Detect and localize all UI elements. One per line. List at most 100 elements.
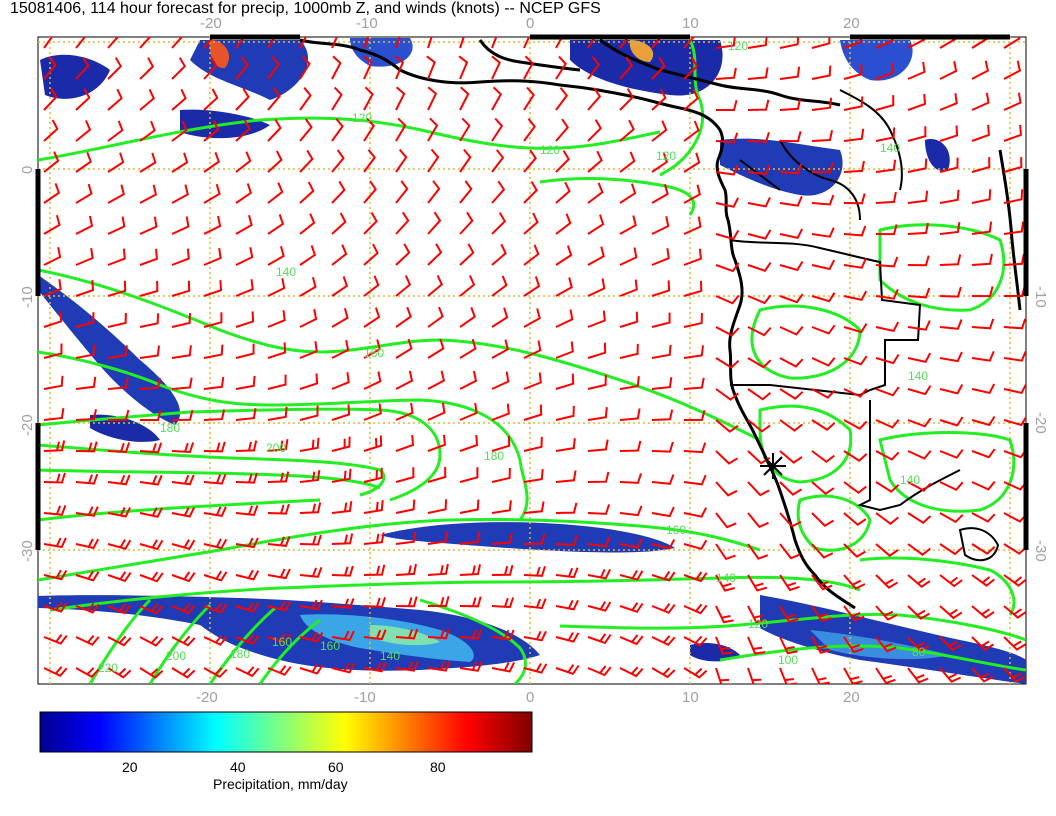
wind-barb — [587, 182, 604, 204]
wind-barb — [843, 290, 868, 302]
wind-barb — [427, 660, 451, 672]
wind-barb — [43, 311, 63, 328]
wind-barb — [875, 62, 895, 80]
wind-barb — [811, 130, 833, 142]
wind-barb — [875, 419, 900, 429]
wind-barb — [779, 574, 800, 592]
wind-barb — [395, 243, 411, 266]
wind-barb — [299, 663, 324, 675]
wind-barb — [811, 37, 831, 49]
wind-barb — [203, 570, 228, 582]
wind-barb — [107, 312, 127, 328]
wind-barb — [619, 88, 634, 111]
wind-barb — [267, 471, 290, 483]
wind-barb — [1003, 667, 1026, 683]
wind-barb — [203, 151, 221, 173]
wind-barb — [587, 633, 612, 645]
wind-barb — [363, 117, 375, 142]
contour-label: 120 — [748, 617, 768, 631]
precip-area — [570, 40, 723, 96]
contour-label: 140 — [880, 141, 900, 155]
wind-barb — [459, 564, 481, 576]
wind-barb — [843, 225, 867, 237]
wind-barb — [619, 666, 644, 678]
lat-label: -10 — [19, 286, 36, 308]
wind-barb — [779, 512, 802, 528]
wind-barb — [587, 278, 606, 297]
wind-barb — [267, 536, 291, 547]
wind-barb — [203, 635, 228, 646]
wind-barb — [779, 481, 803, 496]
wind-barb — [363, 500, 384, 514]
wind-barb — [555, 118, 569, 142]
lon-label: 20 — [843, 15, 860, 32]
wind-barb — [683, 120, 700, 142]
wind-barb — [235, 279, 254, 297]
wind-barb — [363, 275, 380, 297]
wind-barb — [299, 469, 321, 483]
wind-barb — [491, 532, 513, 545]
wind-barb — [459, 435, 479, 452]
wind-barb — [651, 88, 667, 111]
wind-barb — [779, 98, 801, 111]
wind-barb — [523, 565, 546, 577]
wind-barb — [491, 435, 511, 452]
wind-barb — [491, 500, 512, 514]
height-contours — [38, 39, 1026, 684]
wind-barb — [1003, 636, 1026, 651]
wind-barb — [555, 599, 579, 611]
contour-label: 180 — [484, 449, 504, 463]
wind-barbs — [43, 37, 1026, 684]
wind-barb — [43, 183, 61, 204]
wind-barb — [139, 88, 156, 111]
wind-barb — [555, 470, 577, 483]
wind-barb — [715, 37, 736, 49]
wind-barb — [427, 628, 451, 640]
wind-barb — [907, 320, 931, 331]
wind-barb — [107, 571, 132, 583]
precip-area — [629, 40, 654, 62]
wind-barb — [843, 37, 863, 49]
wind-barb — [363, 564, 386, 576]
wind-barb — [747, 667, 764, 684]
wind-barb — [203, 56, 218, 80]
wind-barb — [651, 56, 666, 80]
wind-barb — [939, 351, 963, 363]
wind-barb — [331, 37, 338, 49]
wind-barb — [139, 539, 164, 551]
lon-labels-top: -20 -10 0 10 20 — [200, 15, 860, 32]
colorbar-tick: 40 — [230, 759, 246, 775]
wind-barb — [363, 55, 373, 80]
precip-area — [925, 139, 950, 171]
wind-barb — [971, 543, 996, 555]
wind-barb — [43, 407, 65, 421]
wind-barb — [299, 149, 314, 173]
contour-label: 140 — [380, 649, 400, 663]
wind-barb — [907, 61, 926, 80]
wind-barb — [587, 37, 597, 49]
wind-barb — [939, 667, 962, 683]
contour-labels: 120 120 120 140 160 180 180 200 140 160 … — [98, 39, 928, 675]
wind-barb — [875, 605, 898, 621]
wind-barb — [683, 635, 708, 647]
wind-barb — [875, 667, 896, 684]
wind-barb — [683, 442, 707, 454]
contour-label: 120 — [352, 111, 372, 125]
wind-barb — [555, 309, 574, 328]
wind-barb — [555, 405, 575, 421]
wind-barb — [203, 602, 228, 614]
precip-area — [38, 275, 181, 425]
wind-barb — [235, 151, 252, 173]
wind-barb — [1003, 221, 1025, 235]
wind-barb — [459, 180, 473, 204]
wind-barb — [491, 662, 515, 673]
wind-barb — [491, 339, 509, 359]
wind-barb — [843, 96, 864, 111]
wind-barb — [235, 569, 260, 581]
wind-barb — [363, 467, 383, 483]
wind-barb — [875, 127, 896, 142]
lat-label: -30 — [19, 540, 36, 562]
lon-label: 10 — [682, 15, 699, 32]
wind-barb — [907, 636, 930, 652]
wind-barb — [779, 196, 803, 207]
